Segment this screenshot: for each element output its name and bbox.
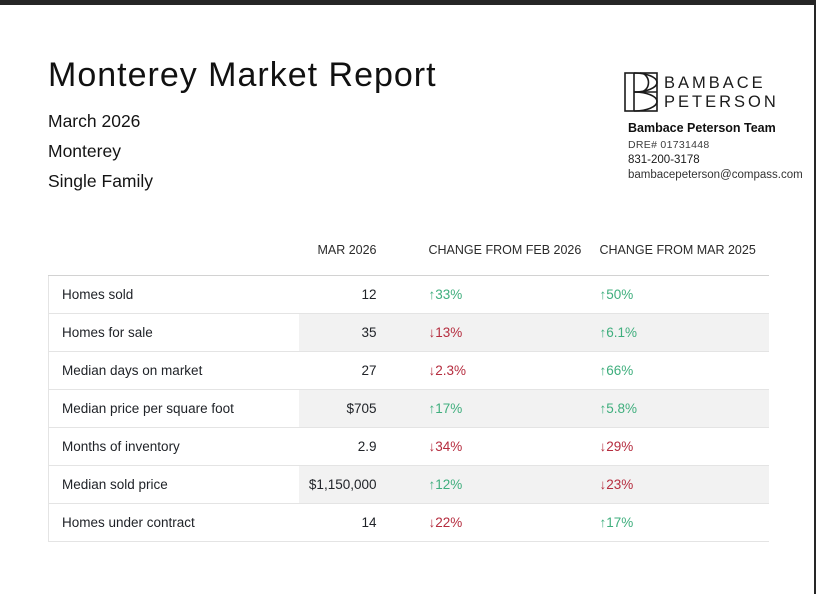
metric-label: Homes sold xyxy=(48,275,299,314)
trend-mom: ↓13% xyxy=(428,324,463,340)
trend-yoy: ↑6.1% xyxy=(599,324,638,340)
metric-label: Median days on market xyxy=(48,351,299,390)
table-header-row: MAR 2026 CHANGE FROM FEB 2026 CHANGE FRO… xyxy=(48,225,769,276)
phone-number: 831-200-3178 xyxy=(628,154,700,166)
market-metrics-table: MAR 2026 CHANGE FROM FEB 2026 CHANGE FRO… xyxy=(48,225,769,542)
metric-value: $1,150,000 xyxy=(298,465,384,504)
team-name: Bambace Peterson Team xyxy=(628,121,776,135)
trend-mom: ↓34% xyxy=(428,438,463,454)
metric-value: $705 xyxy=(298,389,384,428)
metric-value: 35 xyxy=(298,313,384,352)
page-title: Monterey Market Report xyxy=(48,56,437,94)
metric-value: 27 xyxy=(298,351,384,390)
table-row: Months of inventory 2.9 ↓34% ↓29% xyxy=(48,427,769,466)
trend-yoy: ↓23% xyxy=(599,476,634,492)
table-row: Homes for sale 35 ↓13% ↑6.1% xyxy=(48,313,769,352)
metric-label: Median sold price xyxy=(48,465,299,504)
brand-wordmark-line1: BAMBACE xyxy=(664,74,766,92)
metric-value: 12 xyxy=(298,275,384,314)
table-row: Homes sold 12 ↑33% ↑50% xyxy=(48,275,769,314)
trend-yoy: ↓29% xyxy=(599,438,634,454)
metric-label: Homes for sale xyxy=(48,313,299,352)
bambace-peterson-monogram-icon xyxy=(624,72,658,112)
report-area: Monterey xyxy=(48,141,121,161)
report-subtitles: March 2026 Monterey Single Family xyxy=(48,106,153,196)
metric-label: Median price per square foot xyxy=(48,389,299,428)
column-header-metric xyxy=(48,225,299,276)
metric-value: 2.9 xyxy=(298,427,384,466)
agent-contact-block: Bambace Peterson Team DRE# 01731448 831-… xyxy=(628,121,803,181)
metric-label: Homes under contract xyxy=(48,503,299,542)
table-row: Homes under contract 14 ↓22% ↑17% xyxy=(48,503,769,542)
trend-yoy: ↑66% xyxy=(599,362,634,378)
page-right-frame-bar xyxy=(814,0,816,594)
brand-wordmark: BAMBACE PETERSON xyxy=(664,72,779,112)
trend-mom: ↑17% xyxy=(428,400,463,416)
trend-mom: ↑12% xyxy=(428,476,463,492)
metric-label: Months of inventory xyxy=(48,427,299,466)
page-top-frame-bar xyxy=(0,0,816,5)
trend-mom: ↓2.3% xyxy=(428,362,467,378)
column-header-change-yoy: CHANGE FROM MAR 2025 xyxy=(599,225,769,276)
trend-yoy: ↑17% xyxy=(599,514,634,530)
table-row: Median price per square foot $705 ↑17% ↑… xyxy=(48,389,769,428)
column-header-change-mom: CHANGE FROM FEB 2026 xyxy=(383,225,600,276)
brand-logo: BAMBACE PETERSON xyxy=(624,72,779,112)
column-header-current-month: MAR 2026 xyxy=(298,225,384,276)
trend-yoy: ↑50% xyxy=(599,286,634,302)
table-row: Median sold price $1,150,000 ↑12% ↓23% xyxy=(48,465,769,504)
trend-mom: ↑33% xyxy=(428,286,463,302)
metric-value: 14 xyxy=(298,503,384,542)
report-property-type: Single Family xyxy=(48,171,154,191)
brand-wordmark-line2: PETERSON xyxy=(664,93,779,111)
trend-yoy: ↑5.8% xyxy=(599,400,638,416)
report-period: March 2026 xyxy=(48,111,141,131)
dre-number: DRE# 01731448 xyxy=(628,139,710,151)
trend-mom: ↓22% xyxy=(428,514,463,530)
email-address: bambacepeterson@compass.com xyxy=(628,169,803,181)
table-row: Median days on market 27 ↓2.3% ↑66% xyxy=(48,351,769,390)
